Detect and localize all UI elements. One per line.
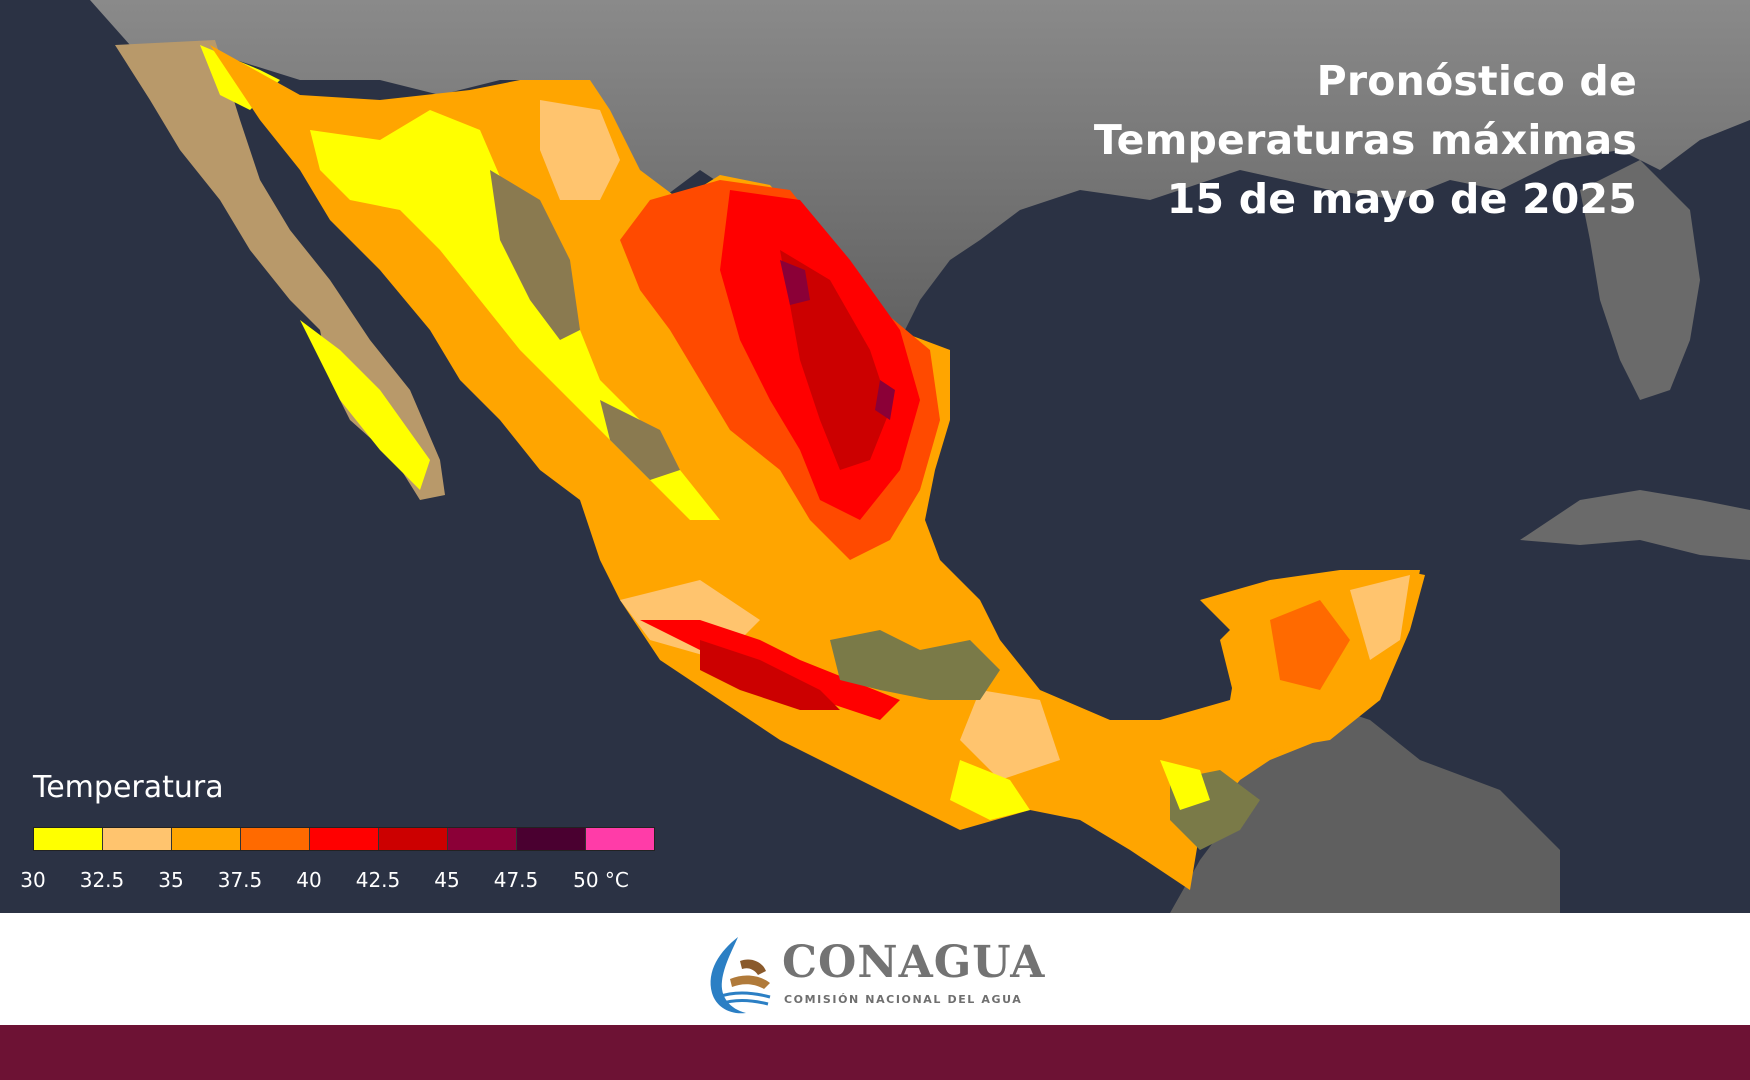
sierra-highlands (490, 170, 680, 480)
temperature-legend: Temperatura 30 32.5 35 37.5 40 42.5 45 47.5 50 °… (14, 770, 674, 900)
legend-tick-label: 45 (434, 868, 460, 892)
florida (1580, 160, 1700, 400)
legend-swatch (310, 828, 379, 850)
legend-swatch (241, 828, 310, 850)
legend-tick-label: 30 (20, 868, 46, 892)
legend-tick-label: 35 (158, 868, 184, 892)
northeast-max (780, 260, 895, 420)
legend-tick-label: 40 (296, 868, 322, 892)
legend-swatch (379, 828, 448, 850)
logo-name: CONAGUA (782, 937, 1046, 988)
legend-swatch (34, 828, 103, 850)
legend-title: Temperatura (33, 770, 224, 805)
legend-tick-label: 37.5 (217, 868, 263, 892)
legend-swatch (448, 828, 517, 850)
southwest-extreme (700, 640, 840, 710)
title-line-3: 15 de mayo de 2025 (1166, 175, 1637, 223)
legend-swatch (517, 828, 586, 850)
legend-tick-labels: 30 32.5 35 37.5 40 42.5 45 47.5 50 °C (14, 868, 674, 898)
map-title: Pronóstico de Temperaturas máximas 15 de… (1094, 52, 1637, 229)
baja-heat (200, 45, 430, 490)
legend-swatch (103, 828, 172, 850)
central-highlands (830, 630, 1000, 700)
usa-landmass (90, 0, 1750, 360)
legend-tick-label: 42.5 (355, 868, 401, 892)
temperature-map: Pronóstico de Temperaturas máximas 15 de… (0, 0, 1750, 913)
north-warm (540, 100, 1060, 780)
logo-subtitle: COMISIÓN NACIONAL DEL AGUA (784, 993, 1023, 1006)
legend-color-bar (33, 827, 655, 851)
legend-swatch (586, 828, 654, 850)
map-canvas (90, 0, 1750, 913)
cuba (1520, 490, 1750, 560)
conagua-logo: CONAGUA COMISIÓN NACIONAL DEL AGUA (700, 931, 1060, 1017)
brand-band (0, 1025, 1750, 1080)
legend-tick-label: 50 °C (573, 868, 629, 892)
title-line-1: Pronóstico de (1316, 57, 1637, 105)
title-line-2: Temperaturas máximas (1093, 116, 1637, 164)
legend-swatch (172, 828, 241, 850)
conagua-emblem-icon (710, 937, 771, 1014)
northeast-extreme (780, 250, 890, 470)
legend-tick-label: 32.5 (79, 868, 125, 892)
footer: CONAGUA COMISIÓN NACIONAL DEL AGUA (0, 913, 1750, 1025)
yucatan-cool (1350, 575, 1410, 660)
yucatan-hot (1270, 600, 1350, 690)
legend-tick-label: 47.5 (493, 868, 539, 892)
south-coast-yellow (950, 760, 1210, 820)
